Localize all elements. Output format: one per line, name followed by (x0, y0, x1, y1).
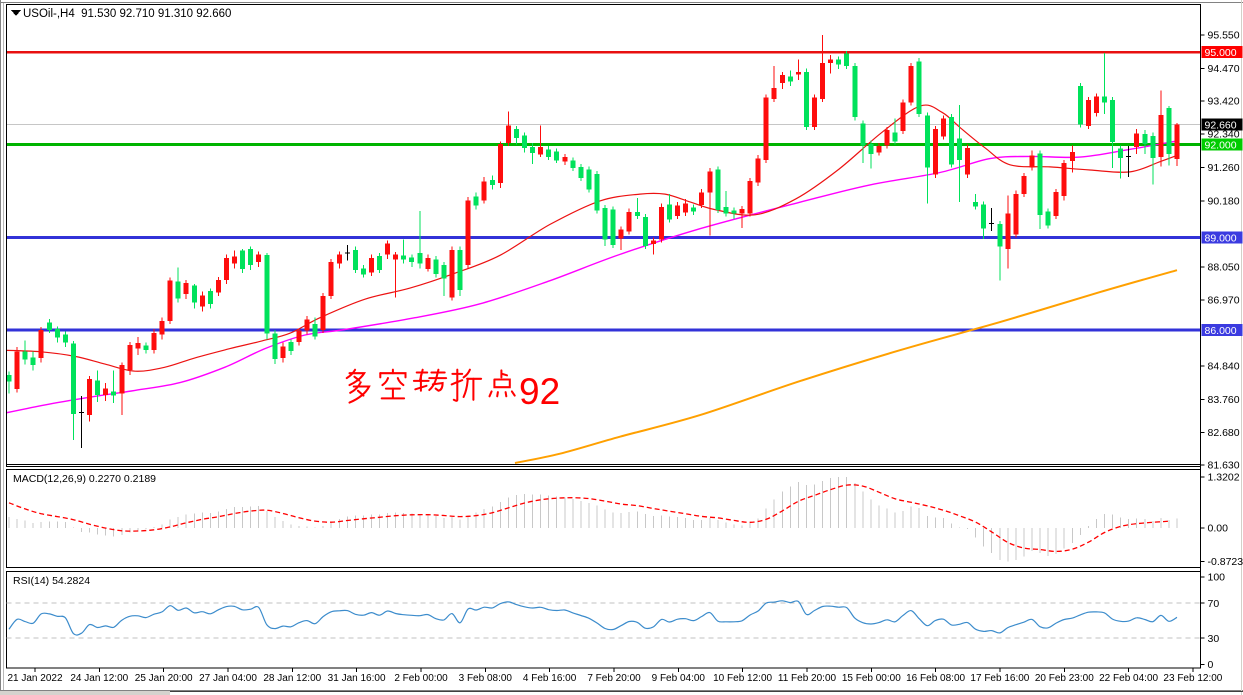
svg-text:22 Feb 04:00: 22 Feb 04:00 (1099, 673, 1158, 684)
svg-text:90.180: 90.180 (1208, 195, 1240, 207)
svg-text:20 Feb 23:00: 20 Feb 23:00 (1035, 673, 1094, 684)
svg-text:82.680: 82.680 (1208, 427, 1240, 439)
svg-text:95.000: 95.000 (1205, 47, 1237, 59)
svg-text:30: 30 (1208, 633, 1220, 645)
svg-text:23 Feb 12:00: 23 Feb 12:00 (1163, 673, 1222, 684)
svg-text:92: 92 (519, 371, 560, 412)
svg-text:89.000: 89.000 (1205, 232, 1237, 244)
svg-text:USOil-,H4 91.530 92.710 91.31: USOil-,H4 91.530 92.710 91.310 92.660 (23, 8, 231, 20)
svg-text:11 Feb 20:00: 11 Feb 20:00 (778, 673, 837, 684)
svg-text:2 Feb 00:00: 2 Feb 00:00 (394, 673, 448, 684)
svg-text:16 Feb 08:00: 16 Feb 08:00 (906, 673, 965, 684)
svg-text:17 Feb 16:00: 17 Feb 16:00 (970, 673, 1029, 684)
svg-text:MACD(12,26,9) 0.2270 0.2189: MACD(12,26,9) 0.2270 0.2189 (13, 473, 156, 485)
svg-text:86.970: 86.970 (1208, 295, 1240, 307)
svg-text:31 Jan 16:00: 31 Jan 16:00 (328, 673, 386, 684)
svg-text:91.260: 91.260 (1208, 162, 1240, 174)
svg-text:28 Jan 12:00: 28 Jan 12:00 (263, 673, 321, 684)
svg-text:81.630: 81.630 (1208, 460, 1240, 472)
svg-text:92.660: 92.660 (1205, 119, 1237, 131)
svg-text:15 Feb 00:00: 15 Feb 00:00 (842, 673, 901, 684)
svg-text:4 Feb 16:00: 4 Feb 16:00 (523, 673, 577, 684)
svg-text:94.470: 94.470 (1208, 63, 1240, 75)
svg-text:24 Jan 12:00: 24 Jan 12:00 (70, 673, 128, 684)
svg-text:10 Feb 12:00: 10 Feb 12:00 (713, 673, 772, 684)
svg-text:RSI(14) 54.2824: RSI(14) 54.2824 (13, 575, 90, 587)
svg-text:0: 0 (1208, 659, 1214, 671)
svg-text:95.550: 95.550 (1208, 30, 1240, 42)
svg-text:9 Feb 04:00: 9 Feb 04:00 (652, 673, 706, 684)
svg-text:92.000: 92.000 (1205, 140, 1237, 152)
svg-text:86.000: 86.000 (1205, 325, 1237, 337)
svg-text:25 Jan 20:00: 25 Jan 20:00 (135, 673, 193, 684)
svg-text:83.760: 83.760 (1208, 394, 1240, 406)
svg-text:93.420: 93.420 (1208, 95, 1240, 107)
svg-text:1.3202: 1.3202 (1208, 472, 1240, 484)
svg-text:88.050: 88.050 (1208, 261, 1240, 273)
svg-text:27 Jan 04:00: 27 Jan 04:00 (199, 673, 257, 684)
svg-text:0.00: 0.00 (1208, 523, 1229, 535)
svg-text:84.840: 84.840 (1208, 360, 1240, 372)
svg-text:21 Jan 2022: 21 Jan 2022 (7, 673, 62, 684)
svg-text:-0.8723: -0.8723 (1208, 556, 1243, 568)
svg-text:70: 70 (1208, 598, 1220, 610)
svg-text:100: 100 (1208, 572, 1226, 584)
svg-text:3 Feb 08:00: 3 Feb 08:00 (459, 673, 513, 684)
svg-text:92.340: 92.340 (1208, 129, 1240, 141)
svg-text:7 Feb 20:00: 7 Feb 20:00 (587, 673, 641, 684)
